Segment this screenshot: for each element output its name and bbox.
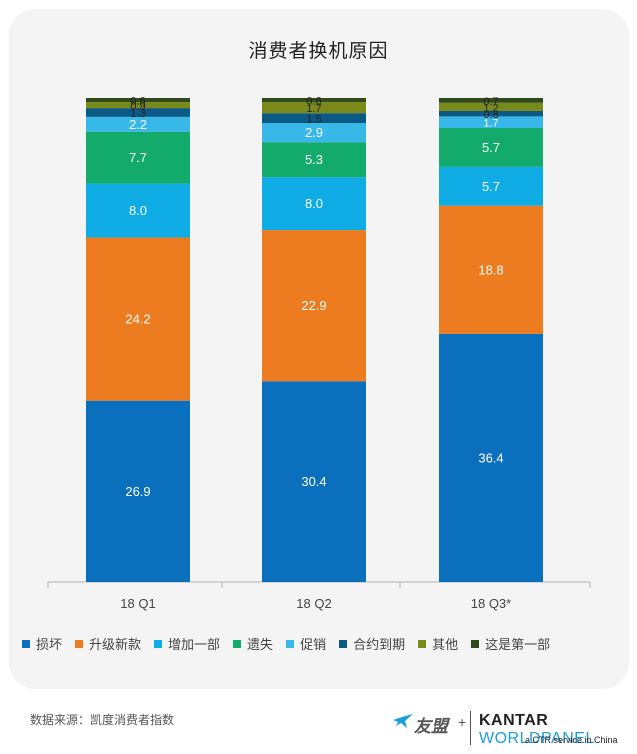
data-label: 0.6 [130,96,145,108]
legend-swatch [339,639,348,648]
bar-segment [262,142,366,178]
bar-segment [262,113,366,124]
chart-title: 消费者换机原因 [248,40,389,62]
bar-segment [262,123,366,143]
data-label: 30.4 [301,474,326,489]
legend-item: 其他 [418,634,458,653]
data-label: 5.3 [305,152,323,167]
bar-segment [439,98,543,103]
data-source-note: 数据来源：凯度消费者指数 [30,713,175,727]
legend-label: 升级新款 [89,638,142,653]
bar-segment [86,102,190,109]
chart-legend: 损坏 升级新款 增加一部 遗失 促销 合约到期 其他 这是第一部 [22,634,622,653]
category-label: 18 Q3* [471,596,511,611]
legend-item: 遗失 [233,634,273,653]
youmeng-logo-text: 友盟 [414,717,448,737]
bar-segment [439,333,543,582]
bar-segment [86,98,190,103]
data-label: 8.0 [305,196,323,211]
data-label: 2.9 [305,125,323,140]
legend-swatch [471,639,480,648]
data-label: 0.6 [306,95,321,107]
data-label: 24.2 [125,312,150,327]
bar-segment [262,230,366,382]
data-label: 18.8 [478,262,503,277]
bar-segment [262,177,366,231]
bar-segment [439,110,543,117]
bar-segment [262,98,366,102]
bar-segment [262,381,366,582]
logo-plus: + [458,714,467,730]
legend-label: 合约到期 [353,638,406,653]
data-label: 1.2 [483,102,498,114]
data-label: 8.0 [129,203,147,218]
bar-segment [439,116,543,128]
data-label: 1.3 [130,108,145,120]
legend-swatch [75,639,84,648]
legend-label: 其他 [432,638,459,653]
data-label: 5.7 [482,179,500,194]
bar-segment [86,131,190,184]
category-label: 18 Q2 [296,596,331,611]
data-label: 0.9 [130,101,145,113]
data-label: 5.7 [482,140,500,155]
legend-swatch [233,639,242,648]
legend-item: 促销 [286,634,326,653]
legend-item: 升级新款 [75,634,141,653]
bar-segment [439,205,543,334]
legend-item: 这是第一部 [471,634,550,653]
legend-label: 遗失 [247,638,274,653]
legend-item: 合约到期 [339,634,405,653]
legend-label: 这是第一部 [485,638,551,653]
data-label: 36.4 [478,450,503,465]
data-label: 2.2 [129,117,147,132]
data-label: 26.9 [125,484,150,499]
data-label: 7.7 [129,150,147,165]
data-label: 0.7 [483,96,498,108]
stacked-bar-chart: 26.924.28.07.72.21.30.90.618 Q130.422.98… [47,95,591,611]
bar-segment [439,127,543,167]
legend-label: 增加一部 [168,638,221,653]
logo-divider [470,711,471,745]
bar-segment [262,101,366,114]
bar-segment [86,237,190,401]
legend-label: 损坏 [36,638,63,653]
ctr-service-tagline: a CTR service in China [525,735,618,745]
youmeng-bird-icon [393,714,413,728]
bar-segment [86,183,190,238]
kantar-worldpanel-logo: KANTAR WORLDPANEL [479,712,595,747]
legend-swatch [22,639,30,648]
legend-swatch [418,639,427,648]
bar-segment [439,166,543,206]
bar-segment [439,102,543,111]
bar-segment [86,400,190,582]
data-label: 22.9 [301,298,326,313]
legend-swatch [154,639,163,648]
data-label: 0.8 [483,109,498,121]
data-label: 1.5 [306,114,321,126]
data-label: 1.7 [306,103,321,115]
bar-segment [86,108,190,117]
legend-label: 促销 [300,638,327,653]
bar-segment [86,116,190,132]
data-label: 1.7 [483,118,498,130]
footer-logos: 友盟 + KANTAR WORLDPANEL a CTR service in … [393,708,633,748]
legend-item: 损坏 [22,634,62,653]
category-label: 18 Q1 [120,596,155,611]
legend-item: 增加一部 [154,634,220,653]
legend-swatch [286,639,295,648]
